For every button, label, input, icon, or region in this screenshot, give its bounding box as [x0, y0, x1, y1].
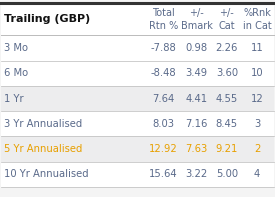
- Text: 12: 12: [251, 94, 263, 103]
- Text: -8.48: -8.48: [151, 68, 177, 78]
- Text: 8.03: 8.03: [153, 119, 175, 129]
- Bar: [1, 61, 274, 86]
- Text: 0.98: 0.98: [186, 43, 208, 53]
- Text: Bmark: Bmark: [181, 21, 213, 31]
- Text: 4.41: 4.41: [186, 94, 208, 103]
- Text: 7.64: 7.64: [153, 94, 175, 103]
- Text: 15.64: 15.64: [149, 169, 178, 179]
- Text: 5.00: 5.00: [216, 169, 238, 179]
- Text: Rtn %: Rtn %: [149, 21, 178, 31]
- Bar: [1, 86, 274, 111]
- Text: 3 Yr Annualised: 3 Yr Annualised: [4, 119, 82, 129]
- Text: 3 Mo: 3 Mo: [4, 43, 28, 53]
- Text: 2: 2: [254, 144, 260, 154]
- Text: Cat: Cat: [219, 21, 235, 31]
- Text: 11: 11: [251, 43, 263, 53]
- Bar: [1, 136, 274, 162]
- Text: 10: 10: [251, 68, 263, 78]
- Text: 12.92: 12.92: [149, 144, 178, 154]
- Text: Trailing (GBP): Trailing (GBP): [4, 14, 90, 24]
- Text: +/-: +/-: [189, 8, 204, 18]
- Text: 3.60: 3.60: [216, 68, 238, 78]
- Text: -7.88: -7.88: [151, 43, 177, 53]
- Text: 4: 4: [254, 169, 260, 179]
- Text: 7.16: 7.16: [185, 119, 208, 129]
- Bar: [1, 162, 274, 187]
- Text: 3.22: 3.22: [186, 169, 208, 179]
- Text: in Cat: in Cat: [243, 21, 271, 31]
- Text: +/-: +/-: [219, 8, 234, 18]
- Text: 7.63: 7.63: [186, 144, 208, 154]
- Text: 1 Yr: 1 Yr: [4, 94, 24, 103]
- Bar: [1, 111, 274, 136]
- Text: 8.45: 8.45: [216, 119, 238, 129]
- Text: 2.26: 2.26: [216, 43, 238, 53]
- Bar: [1, 35, 274, 61]
- Text: 3.49: 3.49: [186, 68, 208, 78]
- Text: 5 Yr Annualised: 5 Yr Annualised: [4, 144, 82, 154]
- Bar: [1, 3, 274, 35]
- Text: Total: Total: [152, 8, 175, 18]
- Text: 4.55: 4.55: [216, 94, 238, 103]
- Text: %Rnk: %Rnk: [243, 8, 271, 18]
- Text: 3: 3: [254, 119, 260, 129]
- Text: 6 Mo: 6 Mo: [4, 68, 28, 78]
- Text: 10 Yr Annualised: 10 Yr Annualised: [4, 169, 89, 179]
- Text: 9.21: 9.21: [216, 144, 238, 154]
